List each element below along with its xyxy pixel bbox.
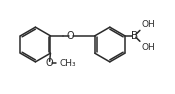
Text: O: O xyxy=(46,58,53,68)
Text: OH: OH xyxy=(141,20,155,29)
Text: O: O xyxy=(67,31,75,41)
Text: OH: OH xyxy=(141,43,155,52)
Text: CH₃: CH₃ xyxy=(59,59,76,68)
Text: B: B xyxy=(131,31,138,41)
